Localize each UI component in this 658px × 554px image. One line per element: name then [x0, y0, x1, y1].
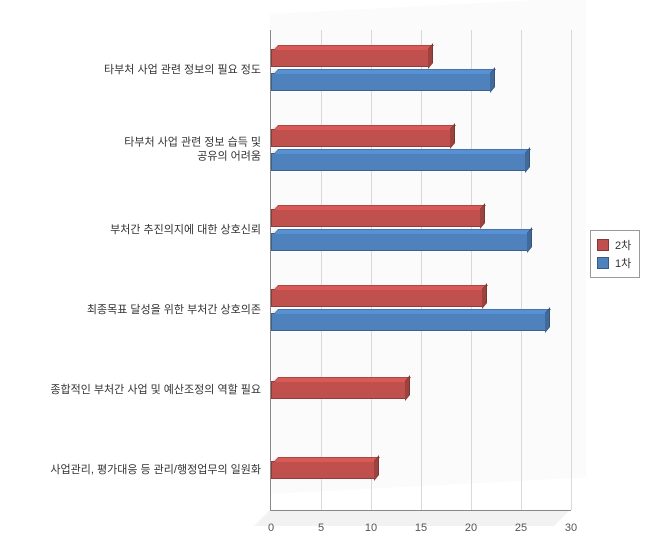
legend-item-first: 1차 [597, 255, 631, 271]
x-tick-label: 15 [406, 522, 436, 534]
x-tick-label: 20 [456, 522, 486, 534]
legend-item-second: 2차 [597, 237, 631, 253]
category-label: 타부처 사업 관련 정보 습득 및 공유의 어려움 [11, 136, 271, 165]
plot-area: 051015202530타부처 사업 관련 정보의 필요 정도타부처 사업 관련… [270, 30, 571, 511]
x-tick-label: 25 [506, 522, 536, 534]
x-tick-label: 0 [256, 522, 286, 534]
bar-second [271, 381, 406, 399]
bar-first [271, 153, 526, 171]
chart-container: 051015202530타부처 사업 관련 정보의 필요 정도타부처 사업 관련… [10, 10, 648, 544]
x-tick-label: 10 [356, 522, 386, 534]
category-label: 사업관리, 평가대응 등 관리/행정업무의 일원화 [11, 463, 271, 477]
x-tick-label: 30 [556, 522, 586, 534]
category-label: 타부처 사업 관련 정보의 필요 정도 [11, 63, 271, 77]
legend-swatch-second [597, 239, 609, 251]
bar-second [271, 289, 483, 307]
category-row: 타부처 사업 관련 정보의 필요 정도 [271, 30, 571, 110]
category-label: 부처간 추진의지에 대한 상호신뢰 [11, 223, 271, 237]
legend-label-second: 2차 [615, 237, 631, 253]
category-label: 최종목표 달성을 위한 부처간 상호의존 [11, 303, 271, 317]
legend-label-first: 1차 [615, 255, 631, 271]
bar-second [271, 129, 451, 147]
bar-first [271, 233, 528, 251]
category-row: 사업관리, 평가대응 등 관리/행정업무의 일원화 [271, 430, 571, 510]
bar-first [271, 313, 546, 331]
legend-swatch-first [597, 257, 609, 269]
bar-second [271, 461, 375, 479]
bar-first [271, 73, 491, 91]
x-tick-label: 5 [306, 522, 336, 534]
gridline [571, 30, 572, 510]
category-row: 종합적인 부처간 사업 및 예산조정의 역할 필요 [271, 350, 571, 430]
category-row: 부처간 추진의지에 대한 상호신뢰 [271, 190, 571, 270]
legend: 2차 1차 [590, 230, 640, 278]
bar-second [271, 49, 429, 67]
category-row: 타부처 사업 관련 정보 습득 및 공유의 어려움 [271, 110, 571, 190]
category-row: 최종목표 달성을 위한 부처간 상호의존 [271, 270, 571, 350]
bar-second [271, 209, 481, 227]
category-label: 종합적인 부처간 사업 및 예산조정의 역할 필요 [11, 383, 271, 397]
